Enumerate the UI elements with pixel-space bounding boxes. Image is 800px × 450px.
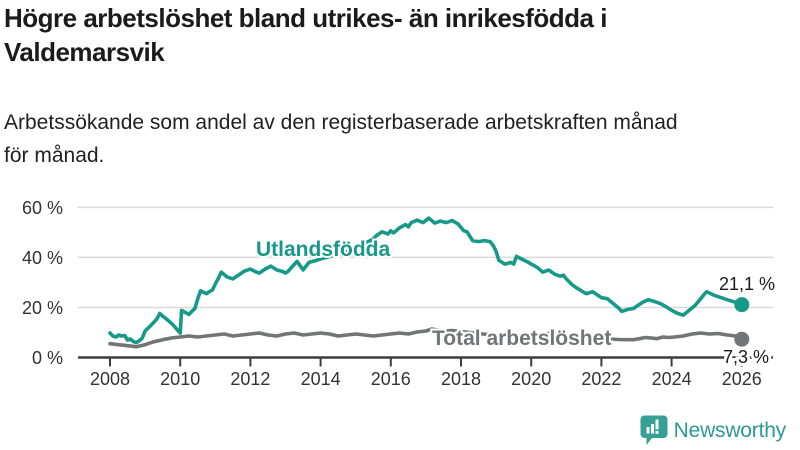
series-line-utlandsfodda bbox=[108, 216, 744, 345]
page-title: Högre arbetslöshet bland utrikes- än inr… bbox=[4, 1, 794, 69]
title-line-2: Valdemarsvik bbox=[4, 37, 165, 67]
newsworthy-icon bbox=[640, 415, 668, 445]
x-tick-label: 2012 bbox=[230, 369, 270, 389]
x-tick-label: 2020 bbox=[511, 369, 551, 389]
y-tick-label: 0 % bbox=[32, 348, 63, 368]
subtitle-line-1: Arbetssökande som andel av den registerb… bbox=[4, 111, 678, 134]
end-value-label-total-arbetsloshet: 7,3 % bbox=[723, 347, 769, 367]
exclamation-bar bbox=[655, 419, 659, 430]
exclamation-dot bbox=[655, 431, 659, 434]
x-tick-label: 2026 bbox=[722, 369, 762, 389]
bar-small bbox=[646, 427, 650, 434]
end-value-label-utlandsfodda: 21,1 % bbox=[719, 274, 775, 294]
x-tick-label: 2010 bbox=[160, 369, 200, 389]
series-end-dot-utlandsfodda bbox=[734, 297, 750, 313]
subtitle-line-2: för månad. bbox=[4, 144, 105, 167]
bar-medium bbox=[650, 424, 654, 434]
y-tick-label: 40 % bbox=[22, 248, 63, 268]
x-tick-label: 2008 bbox=[90, 369, 130, 389]
y-tick-label: 20 % bbox=[22, 298, 63, 318]
newsworthy-logo: Newsworthy bbox=[640, 415, 786, 446]
x-tick-label: 2016 bbox=[371, 369, 411, 389]
y-tick-label: 60 % bbox=[22, 198, 63, 218]
x-tick-label: 2024 bbox=[652, 369, 692, 389]
x-tick-label: 2014 bbox=[301, 369, 341, 389]
series-line-total-arbetsloshet bbox=[108, 327, 744, 349]
title-line-1: Högre arbetslöshet bland utrikes- än inr… bbox=[4, 3, 607, 33]
series-end-dot-total-arbetsloshet bbox=[734, 331, 750, 347]
brand-name: Newsworthy bbox=[673, 418, 787, 442]
x-tick-label: 2018 bbox=[441, 369, 481, 389]
chart-subtitle: Arbetssökande som andel av den registerb… bbox=[4, 106, 794, 172]
x-tick-label: 2022 bbox=[581, 369, 621, 389]
series-label-total-arbetsloshet: Total arbetslöshet bbox=[432, 327, 611, 350]
series-label-utlandsfodda: Utlandsfödda bbox=[256, 238, 390, 261]
